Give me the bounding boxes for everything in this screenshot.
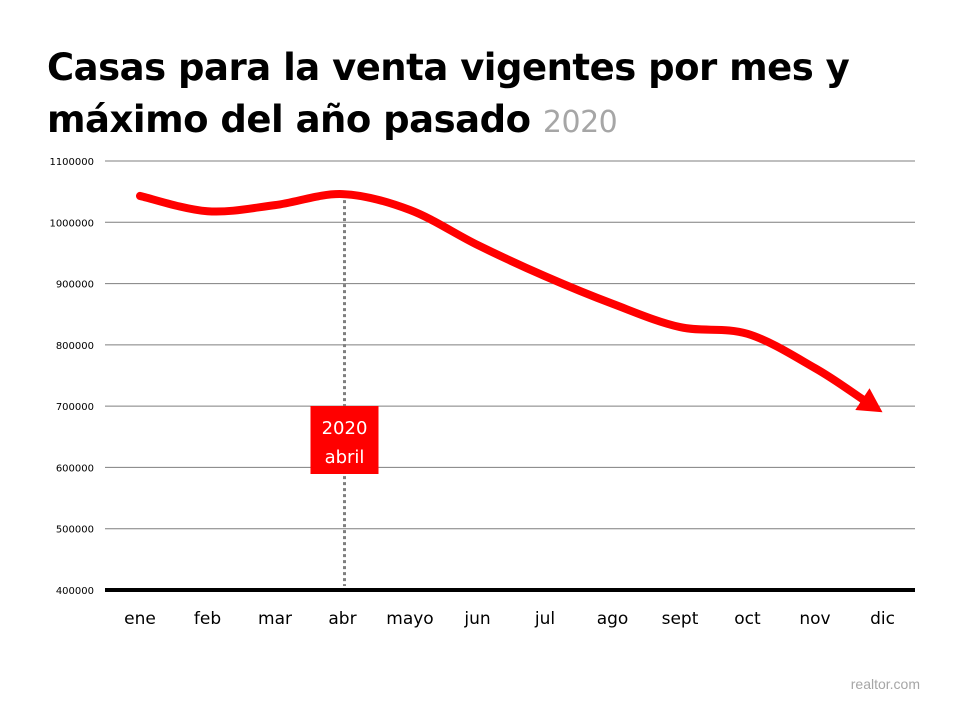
title-text: Casas para la venta vigentes por mes y m…	[47, 46, 850, 141]
annotation-box	[310, 406, 379, 474]
x-tick-label: oct	[734, 609, 761, 629]
x-tick-label: nov	[799, 609, 830, 629]
annotation-month: abril	[325, 447, 365, 468]
source-label: realtor.com	[850, 676, 920, 692]
y-tick-label: 400000	[56, 586, 94, 597]
y-tick-label: 500000	[56, 525, 94, 536]
x-tick-label: mayo	[386, 609, 433, 629]
arrow-head	[855, 388, 883, 413]
y-tick-label: 700000	[56, 402, 94, 413]
chart-subtitle: 2020	[542, 105, 618, 140]
x-tick-label: dic	[870, 609, 895, 629]
annotation-year: 2020	[322, 418, 368, 439]
x-tick-label: ago	[597, 609, 629, 629]
x-tick-label: ene	[124, 609, 156, 629]
x-tick-label: feb	[194, 609, 221, 629]
y-tick-label: 900000	[56, 280, 94, 291]
chart-title: Casas para la venta vigentes por mes y m…	[47, 42, 927, 149]
y-tick-label: 600000	[56, 463, 94, 474]
y-tick-label: 1100000	[49, 157, 94, 168]
x-tick-label: jun	[463, 609, 490, 629]
y-tick-label: 800000	[56, 341, 94, 352]
x-tick-label: sept	[662, 609, 699, 629]
x-tick-label: abr	[328, 609, 356, 629]
y-tick-label: 1000000	[49, 218, 94, 229]
series-line	[136, 190, 867, 404]
x-tick-label: jul	[534, 609, 555, 629]
x-tick-label: mar	[258, 609, 292, 629]
